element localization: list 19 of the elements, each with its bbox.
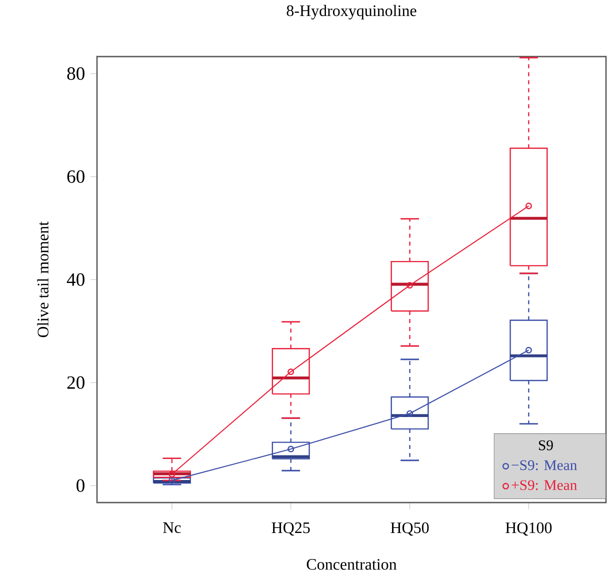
point — [406, 410, 414, 417]
x-tick-label: HQ25 — [272, 522, 310, 536]
point — [288, 446, 294, 452]
y-tick-label: 0 — [76, 479, 84, 492]
legend-title: S9 — [538, 440, 553, 450]
legend-label: +S9: Mean — [512, 480, 577, 490]
chart-title: 8-Hydroxyquinoline — [286, 5, 416, 20]
point — [406, 282, 414, 289]
y-tick-label: 80 — [67, 67, 84, 80]
x-tick-label: HQ100 — [506, 522, 552, 536]
x-axis-title: Concentration — [306, 559, 397, 570]
x-tick-label: Nc — [163, 522, 181, 534]
point — [288, 368, 294, 376]
x-tick-label: HQ50 — [390, 522, 429, 536]
legend-label: −S9: Mean — [512, 460, 577, 470]
y-tick-label: 60 — [67, 170, 84, 184]
y-axis-title: Olive tail moment — [37, 222, 48, 338]
y-tick-label: 20 — [67, 376, 84, 390]
y-tick-label: 40 — [66, 273, 84, 286]
